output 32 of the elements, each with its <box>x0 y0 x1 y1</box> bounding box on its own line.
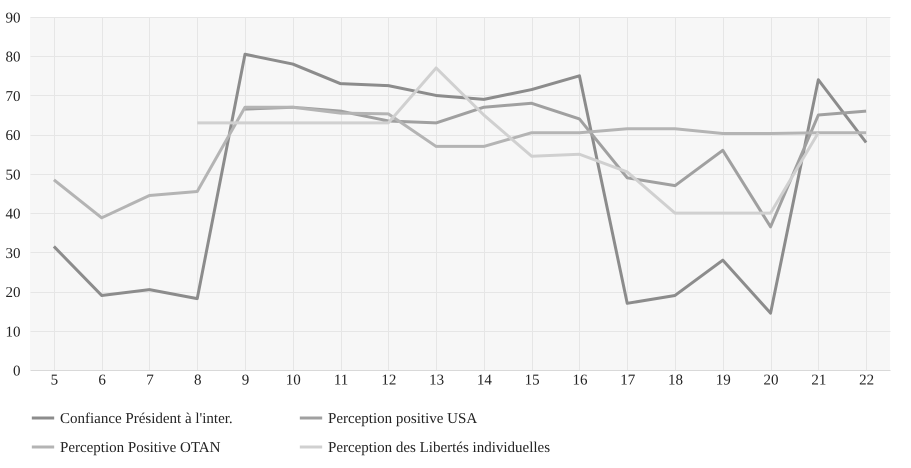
x-tick-label: 6 <box>98 372 106 388</box>
y-tick-label: 80 <box>6 50 20 66</box>
y-tick-label: 0 <box>13 364 20 380</box>
x-tick-label: 12 <box>381 372 396 388</box>
x-tick-label: 18 <box>668 372 683 388</box>
x-tick-label: 11 <box>334 372 348 388</box>
legend-label: Perception positive USA <box>328 411 478 427</box>
y-tick-label: 90 <box>6 10 20 26</box>
x-tick-label: 14 <box>476 372 492 388</box>
y-tick-label: 10 <box>6 324 20 340</box>
x-tick-label: 9 <box>242 372 250 388</box>
x-tick-label: 15 <box>524 372 540 388</box>
x-tick-label: 10 <box>286 372 301 388</box>
x-tick-label: 8 <box>194 372 202 388</box>
y-tick-label: 70 <box>6 88 20 105</box>
x-tick-label: 5 <box>50 372 58 388</box>
y-tick-label: 30 <box>6 246 20 262</box>
y-tick-label: 60 <box>6 128 20 144</box>
legend-label: Perception Positive OTAN <box>60 440 221 456</box>
x-tick-label: 7 <box>146 372 154 388</box>
x-tick-label: 16 <box>572 372 588 388</box>
y-tick-label: 40 <box>6 206 20 223</box>
legend-label: Confiance Président à l'inter. <box>60 411 233 427</box>
x-tick-label: 13 <box>429 372 444 388</box>
x-tick-label: 21 <box>811 372 826 388</box>
x-tick-label: 19 <box>716 372 731 388</box>
legend-label: Perception des Libertés individuelles <box>328 440 550 456</box>
x-tick-label: 22 <box>859 372 874 388</box>
x-tick-label: 20 <box>764 372 779 388</box>
y-tick-label: 20 <box>6 285 20 302</box>
y-tick-label: 50 <box>6 167 20 184</box>
x-tick-label: 17 <box>620 372 636 388</box>
